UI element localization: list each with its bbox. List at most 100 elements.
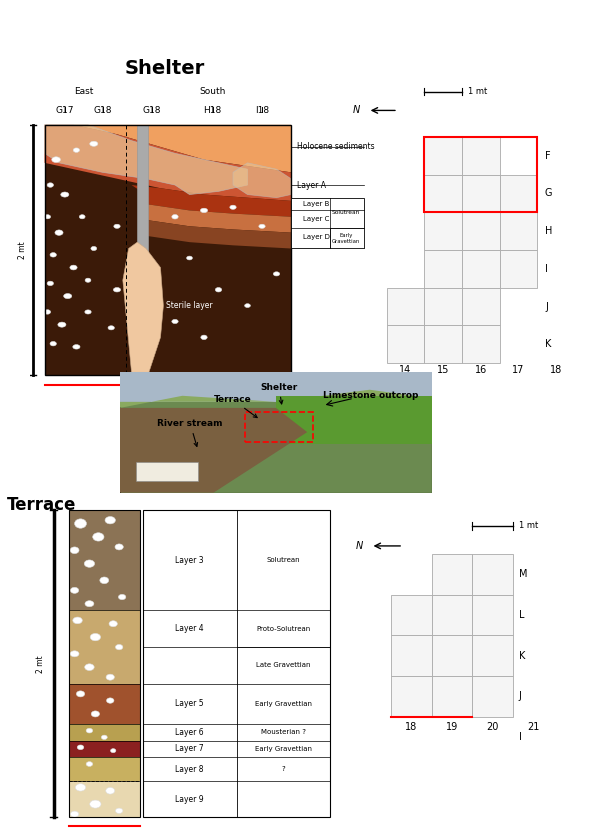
Ellipse shape <box>70 547 79 554</box>
Bar <box>44 124 291 376</box>
Bar <box>462 250 500 288</box>
Text: Shelter: Shelter <box>125 59 205 78</box>
Bar <box>462 137 500 175</box>
Ellipse shape <box>110 749 116 752</box>
Bar <box>424 137 462 175</box>
Text: Layer 3: Layer 3 <box>175 556 204 564</box>
Text: River stream: River stream <box>157 419 223 447</box>
Text: 16: 16 <box>475 365 487 375</box>
Text: Holocene sediments: Holocene sediments <box>297 143 374 151</box>
Bar <box>68 757 140 781</box>
Text: M: M <box>519 569 527 579</box>
Bar <box>68 724 140 741</box>
Bar <box>431 595 472 635</box>
Ellipse shape <box>50 342 56 346</box>
Bar <box>68 781 140 817</box>
Bar <box>424 137 538 212</box>
Ellipse shape <box>58 322 66 327</box>
Text: 20: 20 <box>486 721 499 731</box>
Text: Layer 8: Layer 8 <box>175 765 204 773</box>
Ellipse shape <box>201 335 207 340</box>
Text: 17: 17 <box>512 365 525 375</box>
Text: 18: 18 <box>550 365 562 375</box>
Bar <box>472 676 513 716</box>
Ellipse shape <box>114 225 120 228</box>
Bar <box>424 326 462 363</box>
Text: H18: H18 <box>203 106 222 114</box>
Bar <box>391 595 431 635</box>
Text: G17: G17 <box>56 106 74 114</box>
Bar <box>137 124 148 376</box>
Bar <box>500 250 538 288</box>
Bar <box>68 510 140 817</box>
Ellipse shape <box>91 246 97 250</box>
Polygon shape <box>146 204 291 233</box>
Ellipse shape <box>115 544 124 550</box>
Ellipse shape <box>215 287 221 292</box>
Text: Sterile layer: Sterile layer <box>166 301 213 310</box>
Ellipse shape <box>76 691 85 697</box>
Ellipse shape <box>47 183 53 187</box>
Bar <box>276 396 432 444</box>
Ellipse shape <box>90 800 101 808</box>
Text: I: I <box>519 731 522 741</box>
Text: Layer: Layer <box>147 386 174 396</box>
Text: Late Gravettian: Late Gravettian <box>256 662 311 669</box>
Ellipse shape <box>107 698 114 703</box>
Text: G18: G18 <box>143 106 161 114</box>
Ellipse shape <box>245 304 250 307</box>
Text: Layer D: Layer D <box>302 235 329 240</box>
Ellipse shape <box>106 787 115 794</box>
Bar <box>68 684 140 724</box>
Ellipse shape <box>84 560 95 567</box>
Bar <box>391 676 431 716</box>
Bar <box>245 412 313 442</box>
Text: Layer 7: Layer 7 <box>175 745 204 753</box>
Ellipse shape <box>44 215 50 219</box>
Polygon shape <box>44 124 291 172</box>
Text: 14: 14 <box>400 365 412 375</box>
Text: F: F <box>545 150 551 160</box>
Text: South: South <box>200 87 226 96</box>
Text: I: I <box>545 264 548 274</box>
Ellipse shape <box>86 762 92 767</box>
Text: Terrace: Terrace <box>7 496 76 514</box>
Text: Layer B: Layer B <box>302 201 329 207</box>
Text: Early
Gravettian: Early Gravettian <box>332 233 360 244</box>
Ellipse shape <box>106 674 115 681</box>
Bar <box>386 326 424 363</box>
Ellipse shape <box>50 253 56 257</box>
Bar <box>120 372 432 402</box>
Polygon shape <box>233 163 291 198</box>
Bar <box>462 212 500 250</box>
Polygon shape <box>120 408 307 493</box>
Bar <box>44 124 291 376</box>
Ellipse shape <box>85 278 91 282</box>
Ellipse shape <box>172 215 178 219</box>
Bar <box>472 635 513 676</box>
Text: Layer 9: Layer 9 <box>175 795 204 803</box>
Bar <box>424 175 462 212</box>
Ellipse shape <box>92 533 104 541</box>
Ellipse shape <box>79 215 85 219</box>
Bar <box>462 288 500 326</box>
Text: J: J <box>545 301 548 311</box>
Ellipse shape <box>105 517 115 524</box>
Ellipse shape <box>259 225 265 228</box>
Text: K: K <box>545 339 551 349</box>
Text: Early Gravettian: Early Gravettian <box>255 746 312 752</box>
Ellipse shape <box>86 728 92 733</box>
Polygon shape <box>146 220 291 249</box>
Bar <box>136 463 198 481</box>
Text: N: N <box>353 105 360 115</box>
Text: Layer A: Layer A <box>297 180 326 190</box>
Text: L: L <box>519 610 524 620</box>
Bar <box>472 554 513 595</box>
Text: Shelter: Shelter <box>260 382 298 404</box>
Text: 15: 15 <box>437 365 449 375</box>
Bar <box>462 326 500 363</box>
Text: Solutrean: Solutrean <box>332 210 360 215</box>
Ellipse shape <box>74 519 86 529</box>
Ellipse shape <box>187 256 193 260</box>
Bar <box>291 198 364 249</box>
